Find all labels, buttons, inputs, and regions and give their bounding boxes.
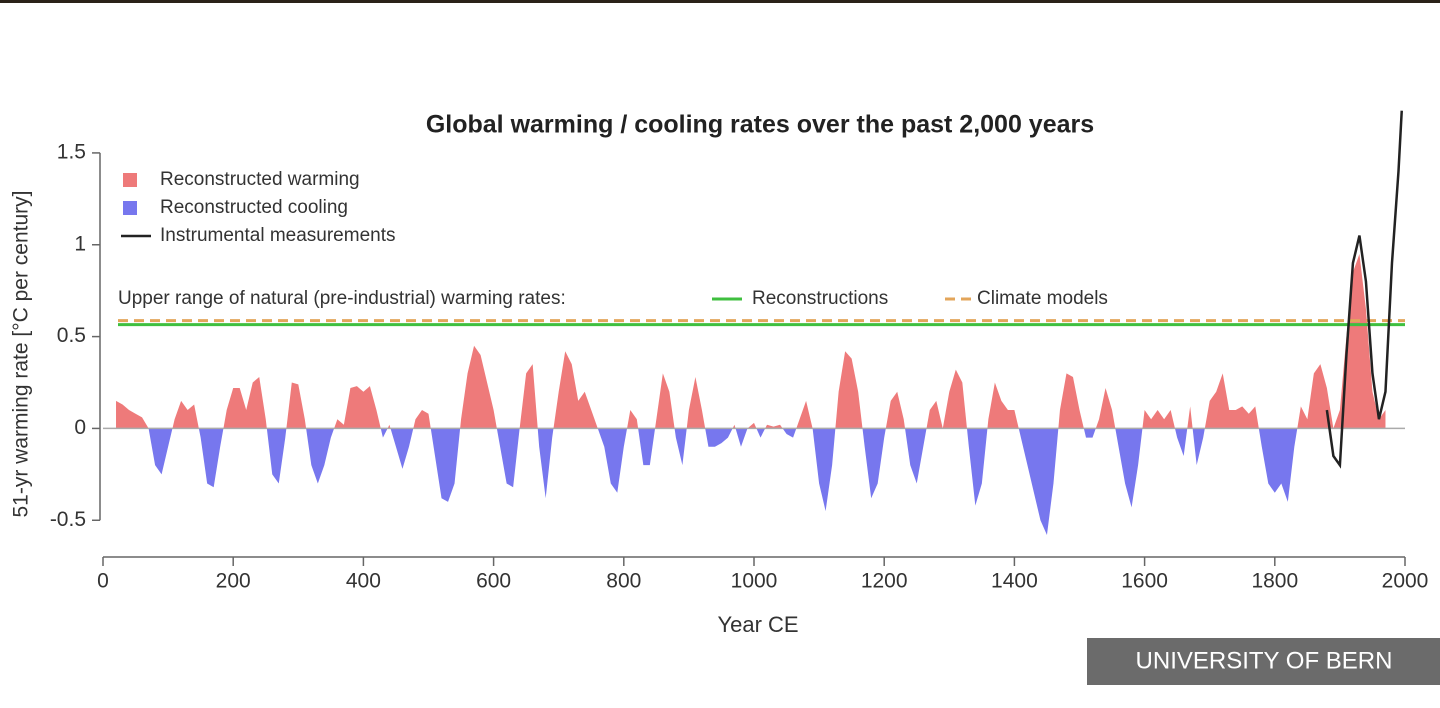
credit: UNIVERSITY OF BERN — [1136, 647, 1393, 674]
reference-legend-label: Climate models — [977, 288, 1108, 309]
legend-label: Reconstructed cooling — [160, 197, 348, 218]
x-tick-label: 1600 — [1121, 570, 1168, 593]
x-tick-label: 1800 — [1251, 570, 1298, 593]
top-strip — [0, 0, 1440, 3]
reference-legend-label: Reconstructions — [752, 288, 888, 309]
cooling-area — [116, 428, 1386, 535]
legend-label: Reconstructed warming — [160, 169, 360, 190]
reference-label: Upper range of natural (pre-industrial) … — [118, 288, 566, 309]
y-tick-label: 1 — [74, 232, 86, 255]
credit-box — [1087, 638, 1440, 685]
y-tick-label: 0.5 — [57, 324, 86, 347]
y-tick-label: -0.5 — [50, 508, 86, 531]
warming-area — [116, 253, 1386, 429]
x-axis-label: Year CE — [717, 612, 798, 637]
x-tick-label: 400 — [346, 570, 381, 593]
x-tick-label: 800 — [606, 570, 641, 593]
legend-swatch — [123, 201, 137, 215]
instrumental-line — [1325, 110, 1403, 469]
x-tick-label: 1400 — [991, 570, 1038, 593]
y-tick-label: 1.5 — [57, 140, 86, 163]
chart-title: Global warming / cooling rates over the … — [426, 111, 1094, 139]
x-tick-label: 600 — [476, 570, 511, 593]
legend-label: Instrumental measurements — [160, 225, 396, 246]
x-tick-label: 200 — [216, 570, 251, 593]
x-tick-label: 1200 — [861, 570, 908, 593]
x-tick-label: 0 — [97, 570, 109, 593]
y-axis-label: 51-yr warming rate [°C per century] — [10, 190, 33, 517]
legend-swatch — [123, 173, 137, 187]
x-tick-label: 1000 — [731, 570, 778, 593]
y-tick-label: 0 — [74, 416, 86, 439]
x-tick-label: 2000 — [1382, 570, 1429, 593]
